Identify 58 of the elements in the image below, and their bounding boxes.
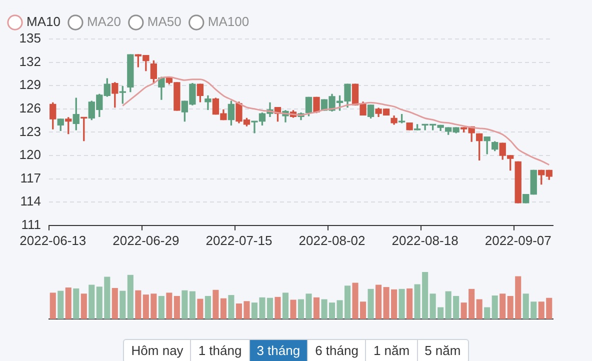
y-tick-label: 120 (19, 147, 41, 162)
bar (274, 296, 281, 319)
bar (80, 294, 87, 319)
text: 6 tháng (307, 340, 366, 361)
bar (476, 299, 482, 319)
text: 1 tháng (190, 340, 249, 361)
text: 1 năm (365, 340, 417, 361)
x-tick-label: 2022-08-02 (298, 232, 366, 248)
bar (282, 292, 289, 319)
legend-label: MA10 (26, 14, 60, 30)
bar (182, 290, 188, 319)
text: 3 tháng (248, 340, 308, 361)
legend-label: MA100 (208, 14, 250, 30)
bar (406, 288, 413, 319)
bar (158, 296, 164, 319)
y-tick-label: 129 (19, 77, 41, 92)
bar (484, 307, 490, 319)
bar (65, 288, 72, 319)
text: 5 năm (416, 340, 468, 361)
x-tick-label: 2022-09-07 (484, 232, 552, 248)
x-tick-label: 2022-07-15 (206, 232, 272, 248)
legend-label: MA20 (86, 14, 121, 30)
bar (290, 300, 296, 319)
y-tick-label: 132 (19, 54, 41, 69)
bar (228, 295, 234, 319)
x-tick-label: 2022-06-13 (20, 232, 86, 248)
legend-label: MA50 (147, 14, 182, 30)
bar (313, 297, 320, 319)
text: Hôm nay (130, 342, 184, 360)
bar (50, 292, 56, 319)
bar (166, 292, 172, 319)
bar (135, 290, 142, 319)
bar (189, 291, 196, 319)
bar (174, 296, 180, 319)
bar (204, 296, 211, 319)
bar (212, 290, 219, 319)
y-tick-label: 135 (19, 30, 41, 46)
bar (492, 296, 498, 319)
x-tick-label: 2022-08-18 (392, 232, 458, 248)
x-tick-label: 2022-06-29 (112, 232, 180, 248)
bar (398, 288, 405, 319)
bar (120, 290, 126, 319)
candlestick (204, 95, 212, 110)
bar (197, 298, 204, 319)
bar (368, 288, 374, 319)
y-tick-label: 123 (19, 124, 41, 139)
bar (127, 274, 134, 319)
y-tick-label: 114 (20, 194, 41, 209)
bar (112, 288, 118, 319)
bar (88, 284, 95, 319)
bar (58, 290, 64, 319)
y-tick-label: 111 (21, 216, 41, 232)
bar (73, 288, 80, 319)
bar (376, 284, 382, 319)
bar (500, 294, 506, 319)
bar (220, 298, 226, 319)
y-tick-label: 117 (20, 170, 41, 186)
y-tick-label: 126 (19, 100, 41, 116)
